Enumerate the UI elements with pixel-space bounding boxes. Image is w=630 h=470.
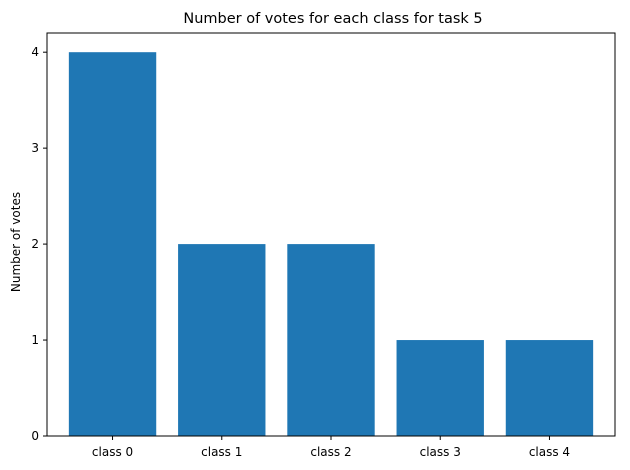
y-tick-label: 0 <box>31 429 39 443</box>
y-tick-label: 3 <box>31 141 39 155</box>
plot-frame <box>46 32 616 437</box>
x-tick-label: class 3 <box>420 445 461 459</box>
y-tick-label: 2 <box>31 237 39 251</box>
y-axis-ticks: 0 1 2 3 4 <box>31 45 47 443</box>
bar-class-4 <box>505 340 594 436</box>
bar-class-3 <box>396 340 484 436</box>
bar-class-2 <box>287 244 375 436</box>
x-tick-label: class 2 <box>310 445 351 459</box>
bars-group <box>68 52 594 436</box>
chart-title: Number of votes for each class for task … <box>183 11 482 27</box>
y-tick-label: 4 <box>31 45 39 59</box>
x-tick-label: class 0 <box>92 445 133 459</box>
x-tick-label: class 4 <box>529 445 570 459</box>
bar-class-0 <box>68 52 157 436</box>
y-axis-label: Number of votes <box>9 192 23 292</box>
bar-class-1 <box>178 244 266 436</box>
y-tick-label: 1 <box>31 333 39 347</box>
x-axis-ticks: class 0 class 1 class 2 class 3 class 4 <box>92 436 570 459</box>
x-tick-label: class 1 <box>201 445 242 459</box>
